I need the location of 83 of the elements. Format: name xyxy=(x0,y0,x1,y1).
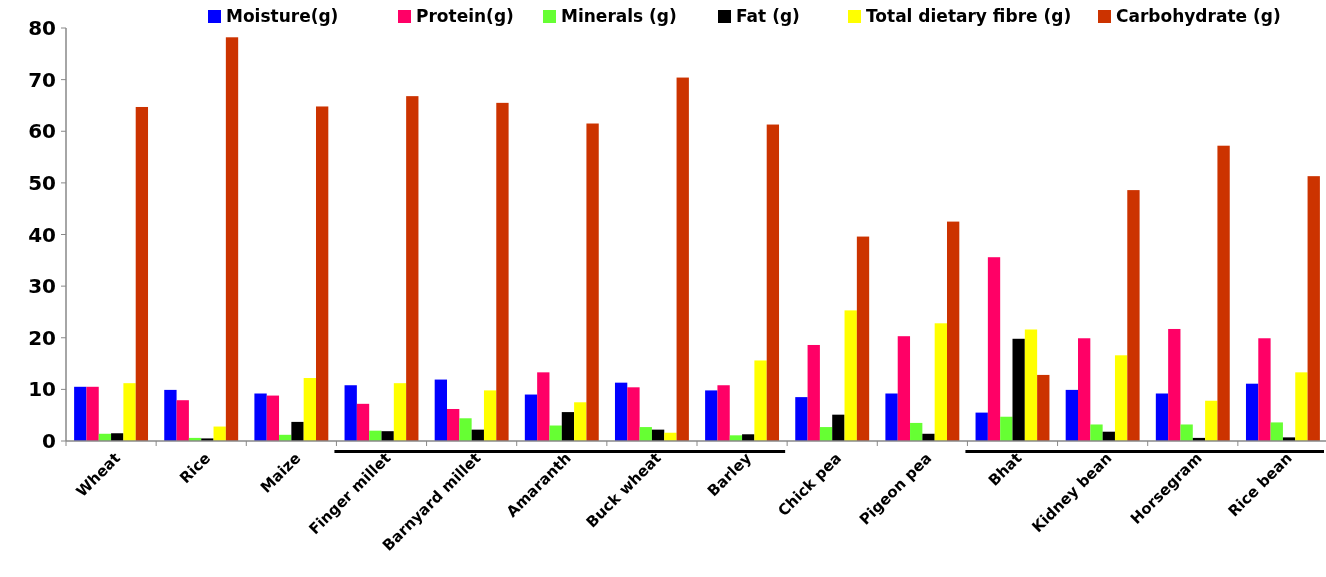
legend-label: Moisture(g) xyxy=(226,6,339,26)
bar xyxy=(291,421,304,441)
bar xyxy=(1114,355,1128,441)
bar xyxy=(225,37,239,441)
y-tick-label: 10 xyxy=(28,377,56,402)
bar xyxy=(1245,383,1259,441)
bar xyxy=(1217,145,1230,441)
legend-label: Protein(g) xyxy=(416,6,514,26)
legend-label: Fat (g) xyxy=(736,6,800,26)
bar xyxy=(344,385,357,441)
bar xyxy=(86,386,99,441)
bar xyxy=(987,257,1001,441)
bar xyxy=(975,412,988,441)
bar xyxy=(393,383,407,441)
bar xyxy=(1078,338,1091,441)
bar xyxy=(807,344,820,441)
bar xyxy=(639,427,652,441)
bar xyxy=(947,221,960,441)
bar xyxy=(483,390,497,441)
bar xyxy=(524,394,538,441)
legend-label: Carbohydrate (g) xyxy=(1116,6,1281,26)
bar xyxy=(1127,190,1140,441)
bar xyxy=(316,106,329,441)
y-tick-label: 50 xyxy=(28,170,56,195)
bar xyxy=(549,425,562,441)
bar xyxy=(123,383,136,441)
bar xyxy=(1168,328,1181,441)
bar xyxy=(897,336,911,441)
bar xyxy=(74,386,87,441)
bar xyxy=(1295,372,1308,441)
y-tick-label: 70 xyxy=(28,67,56,92)
bar xyxy=(135,106,149,441)
bar xyxy=(885,393,898,441)
bar xyxy=(176,400,189,441)
bar xyxy=(406,96,419,441)
legend-label: Minerals (g) xyxy=(561,6,677,26)
bar xyxy=(266,395,280,441)
y-tick-label: 40 xyxy=(28,222,56,247)
y-tick-label: 60 xyxy=(28,119,56,144)
bar xyxy=(1012,338,1025,441)
bar xyxy=(561,412,575,441)
bar xyxy=(254,393,267,441)
bar xyxy=(164,389,177,441)
bar xyxy=(574,402,587,441)
bar xyxy=(537,372,550,441)
bar xyxy=(1037,374,1050,441)
bar xyxy=(496,102,509,441)
bar xyxy=(910,422,923,441)
bar xyxy=(844,310,857,441)
bar xyxy=(1090,424,1103,441)
bar xyxy=(1000,416,1013,441)
bar xyxy=(1307,176,1320,441)
bar xyxy=(934,323,947,441)
bar xyxy=(705,390,718,441)
bar xyxy=(459,418,472,441)
bar xyxy=(795,397,808,441)
y-tick-label: 0 xyxy=(42,429,56,453)
bar xyxy=(1270,422,1283,441)
bar xyxy=(819,427,833,441)
bar xyxy=(1205,400,1218,441)
bar xyxy=(766,124,780,441)
bar xyxy=(303,378,316,441)
y-tick-label: 20 xyxy=(28,325,56,350)
bar xyxy=(614,382,628,441)
bar xyxy=(1155,393,1169,441)
bar xyxy=(1180,424,1193,441)
bar xyxy=(1024,329,1038,441)
bar xyxy=(627,387,640,441)
bar xyxy=(717,385,730,441)
bar xyxy=(447,408,460,441)
y-tick-label: 30 xyxy=(28,274,56,299)
bar xyxy=(434,379,447,441)
bar xyxy=(856,236,870,441)
bar xyxy=(676,77,689,441)
bar xyxy=(1258,338,1271,441)
bar xyxy=(369,430,382,441)
legend-label: Total dietary fibre (g) xyxy=(866,6,1072,26)
bar xyxy=(754,360,767,441)
bar xyxy=(1065,389,1078,441)
bar xyxy=(356,403,370,441)
bar xyxy=(832,414,845,441)
bar xyxy=(586,123,599,441)
y-tick-label: 80 xyxy=(28,16,56,40)
